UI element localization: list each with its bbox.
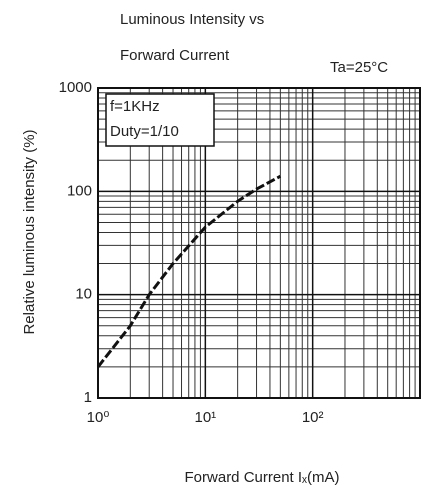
- x-tick-label: 10⁰: [87, 409, 110, 426]
- annotation: Duty=1/10: [110, 123, 179, 140]
- data-line: [96, 174, 282, 368]
- chart-title: Forward Current: [120, 47, 230, 64]
- y-tick-label: 10: [75, 286, 92, 303]
- annotation-box: [105, 93, 215, 147]
- chart-title: Luminous Intensity vs: [120, 11, 264, 28]
- annotation: f=1KHz: [110, 98, 160, 115]
- condition: Ta=25°C: [330, 59, 388, 76]
- x-axis-label: Forward Current Iₓ(mA): [185, 469, 340, 486]
- y-tick-label: 1: [84, 389, 92, 406]
- x-tick-label: 10²: [302, 409, 324, 426]
- y-axis-label: Relative luminous intensity (%): [21, 129, 38, 334]
- y-tick-label: 100: [67, 182, 92, 199]
- y-tick-label: 1000: [59, 79, 92, 96]
- x-tick-label: 10¹: [194, 409, 216, 426]
- plot-frame: [97, 87, 421, 399]
